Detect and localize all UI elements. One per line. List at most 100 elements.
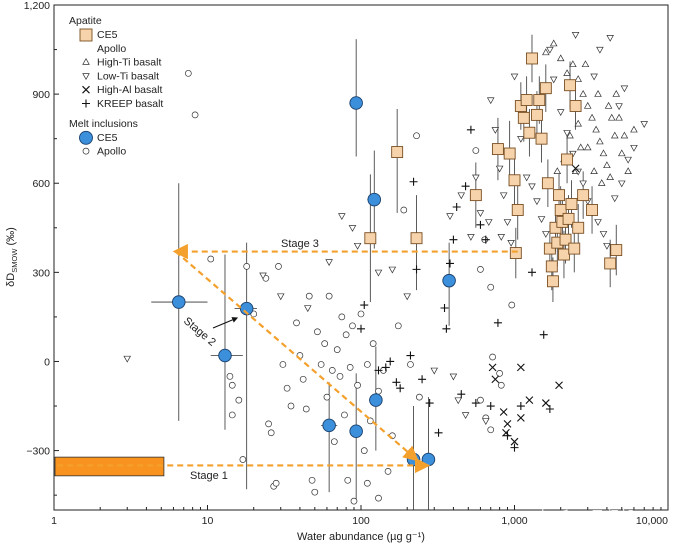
melt-inclusions-apollo-point: [489, 353, 496, 361]
apatite-ce5-point: [520, 94, 533, 107]
high-ti-basalt-point: [583, 101, 592, 109]
melt-inclusions-apollo-point: [317, 361, 325, 368]
melt-inclusions-apollo-point: [330, 438, 338, 446]
melt-inclusions-apollo-point: [342, 331, 350, 339]
melt-inclusions-ce5-point: [349, 424, 363, 439]
melt-inclusions-apollo-point: [375, 494, 382, 502]
melt-inclusions-apollo-point: [369, 340, 377, 347]
melt-inclusions-apollo-point: [416, 393, 423, 401]
low-ti-basalt-point: [497, 234, 506, 241]
low-ti-basalt-point: [533, 198, 541, 206]
melt-inclusions-apollo-point: [400, 206, 408, 214]
kreep-basalt-point: [425, 399, 434, 408]
high-ti-basalt-point: [542, 48, 550, 56]
legend-triangle-down-swatch: [82, 73, 90, 81]
low-ti-basalt-point: [624, 156, 632, 164]
high-ti-basalt-point: [576, 143, 585, 151]
melt-inclusions-apollo-point: [272, 479, 280, 487]
legend-triangle-up-swatch: [82, 57, 90, 65]
melt-inclusions-apollo-point: [243, 263, 251, 270]
melt-inclusions-apollo-point: [413, 132, 420, 140]
melt-inclusions-apollo-point: [207, 255, 215, 263]
kreep-basalt-point: [374, 366, 383, 375]
apatite-ce5-point: [546, 275, 559, 288]
low-ti-basalt-point: [596, 46, 604, 54]
melt-inclusions-apollo-point: [375, 387, 382, 395]
high-al-basalt-point: [488, 363, 497, 372]
apatite-ce5-point: [562, 212, 575, 225]
melt-inclusions-apollo-point: [308, 476, 316, 484]
low-ti-basalt-point: [617, 180, 626, 188]
high-ti-basalt-point: [624, 167, 632, 175]
low-ti-basalt-point: [472, 174, 480, 182]
melt-inclusions-ce5-point: [239, 301, 254, 316]
apatite-ce5-point: [586, 204, 598, 216]
melt-inclusions-ce5-point: [367, 192, 382, 207]
high-al-basalt-point: [502, 428, 510, 437]
kreep-basalt-point: [412, 265, 421, 274]
stage-1-label: Stage 1: [190, 470, 228, 482]
kreep-basalt-point: [471, 399, 480, 408]
apatite-ce5-point: [508, 174, 521, 187]
melt-inclusions-apollo-point: [364, 361, 371, 368]
kreep-basalt-point: [449, 235, 458, 244]
stage-3-label: Stage 3: [281, 238, 319, 250]
low-ti-basalt-point: [606, 35, 614, 42]
kreep-basalt-point: [461, 182, 470, 191]
kreep-basalt-point: [442, 324, 451, 333]
low-ti-basalt-point: [374, 269, 383, 277]
y-tick-label: −300: [26, 446, 50, 458]
melt-inclusions-apollo-point: [323, 393, 331, 401]
high-al-basalt-point: [499, 408, 508, 416]
x-tick-label: 10,000: [636, 515, 668, 527]
low-ti-basalt-point: [537, 216, 546, 223]
apatite-ce5-point: [545, 260, 558, 273]
low-ti-basalt-point: [528, 183, 536, 191]
apatite-ce5-point: [559, 233, 572, 246]
melt-inclusions-apollo-point: [354, 381, 361, 389]
melt-inclusions-apollo-point: [477, 266, 484, 273]
melt-inclusions-apollo-point: [283, 384, 291, 392]
y-tick-label: 600: [32, 178, 50, 190]
low-ti-basalt-point: [325, 259, 333, 267]
melt-inclusions-apollo-point: [384, 468, 392, 475]
high-ti-basalt-point: [590, 167, 598, 175]
melt-inclusions-apollo-point: [508, 301, 516, 309]
legend-square-orange-swatch: [79, 28, 93, 42]
high-ti-basalt-point: [574, 119, 582, 127]
high-al-basalt-point: [555, 381, 563, 390]
low-ti-basalt-point: [510, 73, 519, 81]
y-tick-label: 900: [32, 89, 50, 101]
kreep-basalt-point: [476, 220, 485, 229]
kreep-basalt-point: [386, 357, 395, 366]
melt-inclusions-apollo-point: [311, 488, 319, 496]
legend-item-label: CE5: [97, 29, 118, 41]
apatite-ce5-point: [535, 132, 548, 145]
low-ti-basalt-point: [507, 239, 515, 247]
high-ti-basalt-point: [563, 69, 571, 76]
watermark: 知乎 @吕坚毅: [540, 508, 635, 526]
low-ti-basalt-point: [338, 213, 346, 221]
low-ti-basalt-point: [571, 32, 580, 39]
low-ti-basalt-point: [353, 242, 362, 250]
apatite-ce5-point: [558, 248, 570, 261]
melt-inclusions-apollo-point: [394, 322, 402, 330]
apatite-ce5-point: [533, 94, 546, 107]
low-ti-basalt-point: [454, 397, 463, 405]
apatite-ce5-point: [577, 189, 590, 202]
legend-item-label: High-Ti basalt: [97, 57, 161, 69]
apatite-ce5-point: [523, 126, 536, 139]
melt-inclusions-apollo-point: [265, 420, 272, 428]
low-ti-basalt-point: [491, 127, 500, 134]
apatite-ce5-point: [526, 52, 538, 65]
high-ti-basalt-point: [610, 131, 619, 139]
y-tick-label: 1,200: [24, 0, 50, 12]
x-tick-label: 100: [352, 515, 370, 527]
apatite-ce5-point: [572, 221, 585, 234]
x-tick-label: 1,000: [501, 515, 527, 527]
high-al-basalt-point: [516, 414, 525, 422]
kreep-basalt-point: [418, 375, 427, 384]
high-ti-basalt-point: [579, 90, 587, 97]
melt-inclusions-ce5-point: [218, 348, 232, 363]
